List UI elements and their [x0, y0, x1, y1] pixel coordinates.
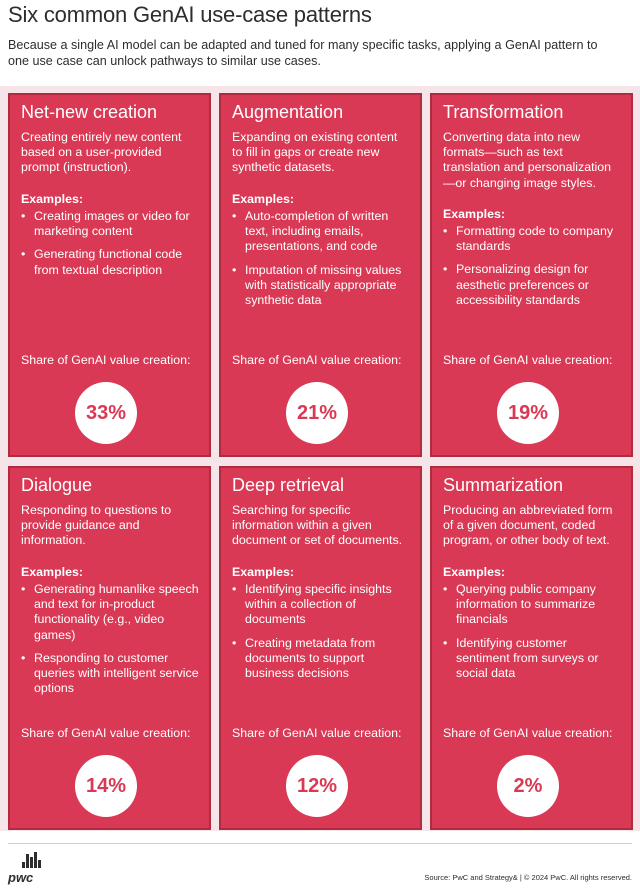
- example-text: Personalizing design for aesthetic prefe…: [456, 262, 589, 307]
- example-text: Auto-completion of written text, includi…: [245, 209, 389, 254]
- example-item: • Formatting code to company standards: [443, 224, 621, 254]
- pwc-logo-text: pwc: [8, 870, 34, 885]
- examples-label: Examples:: [232, 565, 294, 579]
- example-item: • Auto-completion of written text, includ…: [232, 209, 410, 255]
- examples-list: • Creating images or video for marketing …: [21, 209, 199, 278]
- share-label: Share of GenAI value creation:: [443, 726, 613, 740]
- bullet-icon: •: [21, 650, 26, 665]
- example-item: • Personalizing design for aesthetic pref…: [443, 262, 621, 308]
- examples-list: • Formatting code to company standards • Pe…: [443, 224, 621, 308]
- example-text: Formatting code to company standards: [456, 224, 614, 254]
- examples-label: Examples:: [21, 565, 83, 579]
- card-description: Producing an abbreviated form of a given…: [443, 503, 613, 548]
- bullet-icon: •: [232, 262, 237, 277]
- bullet-icon: •: [443, 262, 448, 277]
- use-case-card: Net-new creation Creating entirely new co…: [8, 93, 211, 457]
- bullet-icon: •: [443, 224, 448, 238]
- share-value-badge: 12%: [286, 755, 348, 817]
- use-case-card: Dialogue Responding to questions to provi…: [8, 466, 211, 830]
- share-label: Share of GenAI value creation:: [232, 726, 402, 740]
- card-description: Creating entirely new content based on a…: [21, 130, 182, 175]
- card-title: Transformation: [443, 102, 564, 122]
- bullet-icon: •: [232, 635, 237, 650]
- example-item: • Creating metadata from documents to sup…: [232, 636, 410, 682]
- example-text: Generating functional code from textual …: [34, 247, 183, 277]
- share-label: Share of GenAI value creation:: [232, 353, 402, 367]
- example-text: Creating metadata from documents to supp…: [245, 635, 376, 681]
- bullet-icon: •: [21, 209, 26, 223]
- example-text: Imputation of missing values with statis…: [245, 262, 402, 308]
- card-title: Dialogue: [21, 475, 93, 495]
- example-text: Identifying specific insights within a c…: [245, 582, 392, 627]
- card-title: Augmentation: [232, 102, 344, 122]
- card-title: Summarization: [443, 475, 564, 495]
- example-text: Responding to customer queries with inte…: [34, 650, 199, 696]
- example-item: • Creating images or video for marketing …: [21, 209, 199, 239]
- example-text: Querying public company information to s…: [456, 582, 596, 627]
- bullet-icon: •: [232, 209, 237, 223]
- card-title: Net-new creation: [21, 102, 158, 122]
- card-description: Expanding on existing content to fill in…: [232, 130, 398, 175]
- examples-label: Examples:: [232, 192, 294, 206]
- card-description: Converting data into new formats—such as…: [443, 130, 612, 190]
- share-value-badge: 2%: [497, 755, 559, 817]
- example-item: • Imputation of missing values with stati…: [232, 263, 410, 309]
- card-description: Responding to questions to provide guida…: [21, 503, 172, 548]
- example-item: • Querying public company information to …: [443, 582, 621, 628]
- use-case-card: Transformation Converting data into new f…: [430, 93, 633, 457]
- bullet-icon: •: [21, 247, 26, 262]
- share-value-badge: 14%: [75, 755, 137, 817]
- example-item: • Generating humanlike speech and text fo…: [21, 582, 199, 643]
- example-item: • Identifying customer sentiment from sur…: [443, 636, 621, 682]
- source-note: Source: PwC and Strategy& | © 2024 PwC. …: [424, 873, 632, 882]
- examples-list: • Auto-completion of written text, includ…: [232, 209, 410, 308]
- examples-label: Examples:: [443, 565, 505, 579]
- use-case-card: Deep retrieval Searching for specific inf…: [219, 466, 422, 830]
- example-item: • Generating functional code from textual…: [21, 247, 199, 277]
- card-description: Searching for specific information withi…: [232, 503, 403, 548]
- bullet-icon: •: [443, 582, 448, 596]
- examples-label: Examples:: [21, 192, 83, 206]
- share-label: Share of GenAI value creation:: [21, 353, 191, 367]
- example-item: • Responding to customer queries with int…: [21, 651, 199, 697]
- share-label: Share of GenAI value creation:: [21, 726, 191, 740]
- share-value-badge: 33%: [75, 382, 137, 444]
- example-text: Creating images or video for marketing c…: [34, 209, 190, 239]
- example-item: • Identifying specific insights within a …: [232, 582, 410, 628]
- share-label: Share of GenAI value creation:: [443, 353, 613, 367]
- page-subtitle: Because a single AI model can be adapted…: [8, 38, 598, 68]
- examples-list: • Querying public company information to …: [443, 582, 621, 681]
- use-case-card: Summarization Producing an abbreviated fo…: [430, 466, 633, 830]
- share-value-badge: 19%: [497, 382, 559, 444]
- example-text: Identifying customer sentiment from surv…: [456, 635, 599, 681]
- page-title: Six common GenAI use-case patterns: [8, 2, 372, 27]
- bullet-icon: •: [232, 582, 237, 596]
- share-value-badge: 21%: [286, 382, 348, 444]
- card-title: Deep retrieval: [232, 475, 345, 495]
- example-text: Generating humanlike speech and text for…: [34, 582, 199, 642]
- bullet-icon: •: [21, 582, 26, 596]
- use-case-card: Augmentation Expanding on existing conten…: [219, 93, 422, 457]
- pwc-logo-icon: [22, 852, 41, 868]
- bullet-icon: •: [443, 635, 448, 650]
- footer-divider: [8, 843, 632, 844]
- examples-list: • Generating humanlike speech and text fo…: [21, 582, 199, 696]
- examples-list: • Identifying specific insights within a …: [232, 582, 410, 681]
- examples-label: Examples:: [443, 207, 505, 221]
